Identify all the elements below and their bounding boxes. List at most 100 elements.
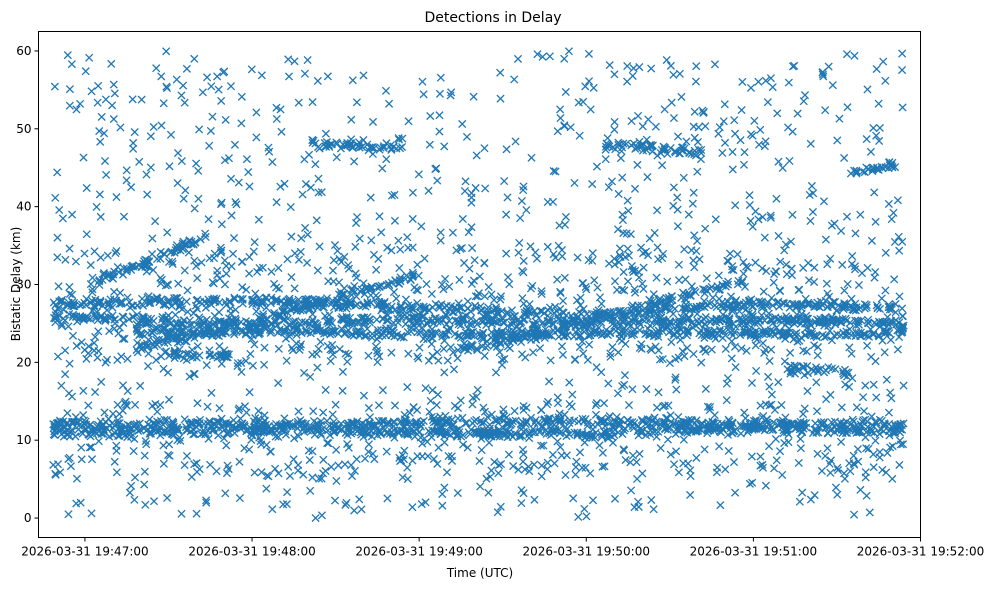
data-point-track-12km <box>545 414 554 423</box>
data-point-track-27km <box>202 298 211 308</box>
data-point-track-24km <box>590 328 599 337</box>
data-point-track-11km-a <box>59 432 68 441</box>
data-point-track-27km <box>69 300 78 309</box>
y-axis-label: Bistatic Delay (km) <box>9 227 23 342</box>
data-point-track-12km <box>659 420 668 429</box>
data-point-track-25km <box>724 317 733 326</box>
data-point-rising-track-1 <box>178 327 187 336</box>
data-point-track-12km <box>751 416 761 425</box>
data-point-rising-track-1 <box>232 322 242 331</box>
data-point-track-11km-a <box>78 429 87 438</box>
data-point-rising-track-1 <box>320 297 329 306</box>
data-point-track-12km <box>153 417 162 426</box>
data-point-track-24km <box>641 330 650 339</box>
data-point-track-12km <box>293 424 302 433</box>
data-point-track-25km <box>187 320 196 329</box>
data-point-track-12km <box>123 420 132 429</box>
data-point-track-12km <box>739 421 749 431</box>
data-point-track-24km <box>334 329 343 338</box>
data-point-track-12km <box>181 423 191 432</box>
data-point-track-12km <box>283 419 292 429</box>
data-point-track-27km <box>367 298 376 307</box>
data-point-track-12km <box>329 421 338 430</box>
data-point-track-27km <box>261 294 271 303</box>
data-point-track-24km <box>292 327 301 336</box>
data-point-track-24km <box>254 330 263 339</box>
data-point-track-27km <box>562 311 571 320</box>
data-point-track-27km <box>77 300 87 309</box>
data-point-rising-track-2 <box>508 335 517 344</box>
data-point-track-12km <box>114 424 123 433</box>
data-point-track-12km <box>789 422 798 431</box>
data-point-track-12km <box>93 422 102 431</box>
data-point-track-11km-a <box>294 432 303 441</box>
data-point-track-24km <box>229 327 238 336</box>
data-point-track-27km <box>115 299 124 308</box>
x-tick-label: 2026-03-31 19:50:00 <box>523 545 650 559</box>
data-point-track-27km <box>875 304 885 314</box>
data-point-track-12km <box>52 419 61 428</box>
data-point-track-11km-a <box>114 431 123 440</box>
data-point-rising-track-1 <box>133 338 142 347</box>
data-point-track-27km <box>64 298 73 307</box>
data-point-rising-track-1 <box>243 322 252 331</box>
data-point-rising-track-2 <box>626 309 635 318</box>
data-point-track-27km <box>57 297 66 306</box>
data-point-track-25km <box>760 316 769 325</box>
data-point-rising-track-1 <box>288 304 297 314</box>
data-point-track-27km <box>248 296 257 305</box>
data-point-track-27km <box>360 301 369 310</box>
data-point-track-24km <box>285 328 294 338</box>
data-point-track-27km <box>457 303 466 312</box>
data-point-rising-track-2 <box>553 325 562 334</box>
data-point-track-27km <box>780 299 789 308</box>
data-point-track-11km-a <box>488 429 497 438</box>
data-point-track-12km <box>556 415 565 424</box>
data-point-track-27km <box>768 301 777 310</box>
data-point-rising-track-1 <box>282 307 292 316</box>
data-point-rising-track-2 <box>677 293 686 302</box>
data-point-track-25km <box>757 311 766 320</box>
data-point-track-27km <box>288 297 297 306</box>
data-point-track-24km <box>406 327 416 336</box>
x-tick-label: 2026-03-31 19:48:00 <box>188 545 315 559</box>
data-point-track-11km-a <box>591 433 600 442</box>
data-point-track-24km <box>576 330 585 340</box>
data-point-track-12km <box>816 423 825 432</box>
data-point-track-25km <box>821 313 830 322</box>
data-point-track-11km-a <box>501 427 511 436</box>
data-point-track-12km <box>717 419 726 428</box>
data-point-rising-track-2 <box>691 288 700 297</box>
data-point-track-24km <box>669 329 679 338</box>
data-point-track-24km <box>362 331 371 340</box>
data-point-track-25km <box>631 317 640 326</box>
data-point-track-12km <box>358 419 367 428</box>
data-point-track-24km <box>297 329 306 338</box>
data-point-track-27km <box>788 300 797 309</box>
data-point-rising-track-2 <box>702 286 711 295</box>
data-point-track-25km <box>428 316 437 325</box>
data-point-rising-track-1 <box>172 331 181 340</box>
data-point-rising-track-2 <box>467 342 476 351</box>
data-point-track-25km <box>119 313 128 322</box>
data-point-track-12km <box>228 421 237 430</box>
x-tick-label: 2026-03-31 19:51:00 <box>690 545 817 559</box>
data-point-track-25km <box>857 316 866 325</box>
data-point-rising-track-1 <box>328 296 337 305</box>
data-point-track-27km <box>803 300 813 309</box>
data-point-track-12km <box>145 415 154 424</box>
data-point-track-25km <box>568 316 578 325</box>
x-axis-label: Time (UTC) <box>446 566 513 580</box>
data-point-track-27km <box>248 300 257 309</box>
data-point-track-12km <box>472 415 481 424</box>
data-point-track-24km <box>381 331 391 340</box>
data-point-track-24km <box>861 330 870 339</box>
data-point-track-24km <box>454 331 463 340</box>
data-point-track-25km <box>308 318 317 327</box>
data-point-track-12km <box>188 418 197 428</box>
data-point-track-25km <box>638 315 648 324</box>
data-point-track-24km <box>743 327 752 336</box>
data-point-rising-track-2 <box>571 322 580 331</box>
data-point-track-24km <box>669 331 678 340</box>
data-point-track-11km-a <box>341 428 350 437</box>
